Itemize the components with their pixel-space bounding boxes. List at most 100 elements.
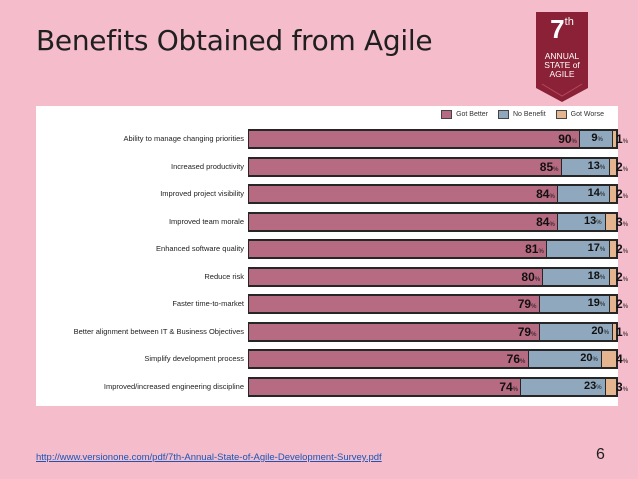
value-number: 84 [536, 187, 550, 201]
value-label-got-better: 74% [499, 380, 518, 394]
value-number: 2 [616, 269, 623, 284]
value-suffix: % [531, 304, 537, 310]
bar-segment-no-benefit [580, 131, 613, 147]
legend-swatch-got-worse [555, 110, 567, 119]
value-number: 74 [499, 379, 513, 394]
value-suffix: % [622, 249, 629, 255]
value-label-no-benefit: 13% [588, 160, 606, 172]
value-suffix: % [549, 221, 555, 228]
bar-segment-no-benefit [558, 213, 605, 230]
badge-number: 7 [550, 14, 565, 44]
value-suffix: % [538, 249, 544, 255]
value-number: 18 [587, 269, 600, 282]
value-label-got-better: 79% [518, 325, 537, 339]
value-label-got-better: 84% [536, 215, 555, 229]
value-number: 76 [506, 352, 521, 366]
value-number: 2 [616, 187, 623, 201]
bar-row [248, 129, 618, 149]
value-suffix: % [596, 219, 602, 226]
value-number: 90 [558, 132, 572, 146]
value-suffix: % [549, 194, 555, 200]
value-label-no-benefit: 18% [588, 270, 606, 282]
value-suffix: % [622, 276, 629, 283]
legend-swatch-got-better [441, 110, 453, 119]
value-suffix: % [571, 139, 577, 145]
category-label: Improved/increased engineering disciplin… [103, 381, 244, 391]
value-label-got-better: 80% [521, 270, 540, 284]
source-link[interactable]: http://www.versionone.com/pdf/7th-Annual… [36, 452, 382, 463]
chart-legend: Got Better No Benefit Got Worse [441, 110, 604, 119]
value-suffix: % [596, 384, 602, 391]
value-label-got-better: 81% [525, 242, 544, 256]
value-number: 80 [521, 269, 535, 284]
category-label: Better alignment between IT & Business O… [73, 326, 244, 336]
value-suffix: % [520, 359, 526, 365]
bar-segment-no-benefit [558, 186, 609, 202]
value-label-got-worse: 2% [616, 187, 628, 201]
legend-label-got-worse: Got Worse [570, 111, 604, 118]
value-number: 3 [616, 379, 623, 394]
category-label: Improved project visibility [160, 189, 244, 198]
value-label-no-benefit: 17% [588, 242, 606, 254]
value-label-got-worse: 1% [616, 325, 628, 339]
slide-title: Benefits Obtained from Agile [36, 24, 433, 57]
value-suffix: % [599, 192, 606, 198]
bar-segment-got-worse [613, 323, 616, 340]
value-suffix: % [553, 166, 559, 173]
category-label: Increased productivity [171, 161, 244, 171]
bar-segment-got-worse [609, 186, 616, 202]
value-number: 1 [616, 324, 623, 339]
bar-segment-no-benefit [521, 378, 605, 395]
value-label-no-benefit: 13% [584, 215, 602, 227]
value-suffix: % [531, 331, 537, 338]
chart-panel: Got Better No Benefit Got Worse Ability … [36, 106, 628, 406]
value-label-got-better: 90% [558, 132, 577, 146]
value-number: 17 [587, 242, 600, 254]
value-label-no-benefit: 9% [591, 132, 602, 144]
bar-segment-got-worse [609, 268, 616, 285]
value-number: 2 [616, 297, 623, 311]
value-label-got-worse: 3% [616, 215, 628, 229]
value-label-got-better: 79% [518, 297, 537, 311]
bar-segment-got-better [249, 131, 580, 147]
category-label: Simplify development process [144, 354, 244, 363]
category-label: Enhanced software quality [156, 244, 244, 253]
value-number: 9 [591, 132, 598, 144]
badge-line1: ANNUAL [544, 51, 580, 61]
legend-label-got-better: Got Better [456, 111, 488, 118]
value-suffix: % [603, 329, 609, 336]
value-label-got-better: 84% [536, 187, 555, 201]
value-number: 79 [517, 324, 532, 339]
bar-segment-got-worse [609, 241, 616, 257]
bar-segment-no-benefit [561, 158, 609, 175]
value-label-no-benefit: 20% [591, 325, 609, 337]
value-number: 3 [616, 214, 623, 229]
bar-segment-got-better [249, 241, 547, 257]
legend-item-got-worse: Got Worse [555, 110, 604, 119]
value-number: 2 [616, 159, 623, 174]
category-label: Faster time-to-market [172, 299, 244, 308]
value-label-got-better: 85% [540, 160, 559, 174]
value-label-no-benefit: 20% [580, 352, 598, 364]
bar-segment-got-better [249, 213, 558, 230]
bar-segment-got-worse [613, 131, 616, 147]
value-suffix: % [622, 221, 629, 228]
legend-item-no-benefit: No Benefit [497, 110, 546, 119]
bar-row [248, 294, 618, 314]
value-label-got-worse: 3% [616, 380, 628, 394]
value-number: 1 [616, 132, 623, 146]
category-label: Improved team morale [168, 216, 244, 226]
bar-segment-got-better [249, 323, 539, 340]
value-suffix: % [622, 166, 629, 173]
bar-segment-got-worse [609, 158, 616, 175]
value-suffix: % [622, 331, 629, 338]
value-suffix: % [599, 274, 606, 281]
bar-row [248, 266, 618, 287]
value-label-got-worse: 1% [616, 132, 628, 146]
bar-segment-got-better [249, 378, 521, 395]
value-suffix: % [597, 137, 603, 143]
bar-segment-got-better [249, 158, 561, 175]
ribbon-icon [536, 12, 588, 102]
value-number: 13 [587, 159, 600, 172]
bar-row [248, 321, 618, 342]
